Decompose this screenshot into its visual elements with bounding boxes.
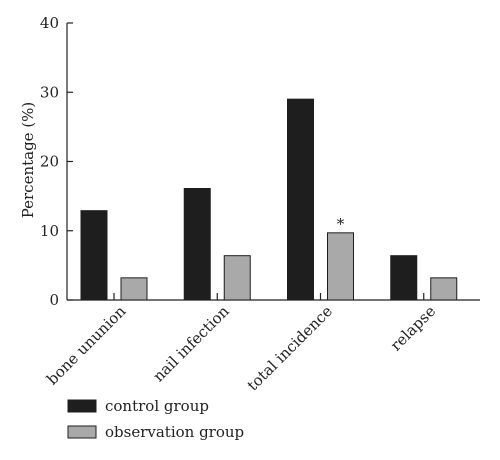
bar-observation [430, 277, 458, 301]
y-tick-label: 0 [49, 291, 59, 309]
legend: control group observation group [67, 397, 244, 441]
plot-area: 0 10 20 30 40 bone ununion nail infection total… [40, 14, 480, 394]
x-category-label: bone ununion [43, 302, 130, 389]
y-tick-label: 20 [40, 153, 59, 171]
bar-control [287, 98, 314, 301]
y-tick-label: 30 [40, 83, 59, 101]
bar-observation [223, 255, 251, 301]
bar-observation [327, 232, 354, 301]
legend-label: observation group [105, 423, 244, 441]
bar-control [390, 255, 418, 301]
legend-swatch-observation [67, 425, 97, 439]
x-category-label: relapse [387, 302, 439, 354]
y-axis-label: Percentage (%) [19, 102, 37, 219]
bar-observation [120, 277, 148, 301]
y-tick-label: 40 [40, 14, 59, 32]
legend-label: control group [105, 397, 209, 415]
bar-control [80, 210, 108, 301]
bar-control [183, 188, 211, 301]
significance-marker: * [337, 215, 345, 233]
x-category-label: nail infection [149, 302, 233, 386]
x-category-label: total incidence [244, 302, 336, 394]
y-tick-label: 10 [40, 222, 59, 240]
legend-swatch-control [67, 399, 97, 413]
